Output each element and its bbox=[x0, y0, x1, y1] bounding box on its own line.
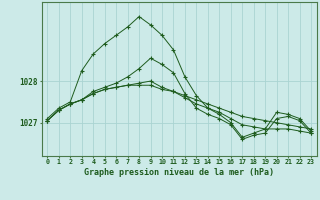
X-axis label: Graphe pression niveau de la mer (hPa): Graphe pression niveau de la mer (hPa) bbox=[84, 168, 274, 177]
